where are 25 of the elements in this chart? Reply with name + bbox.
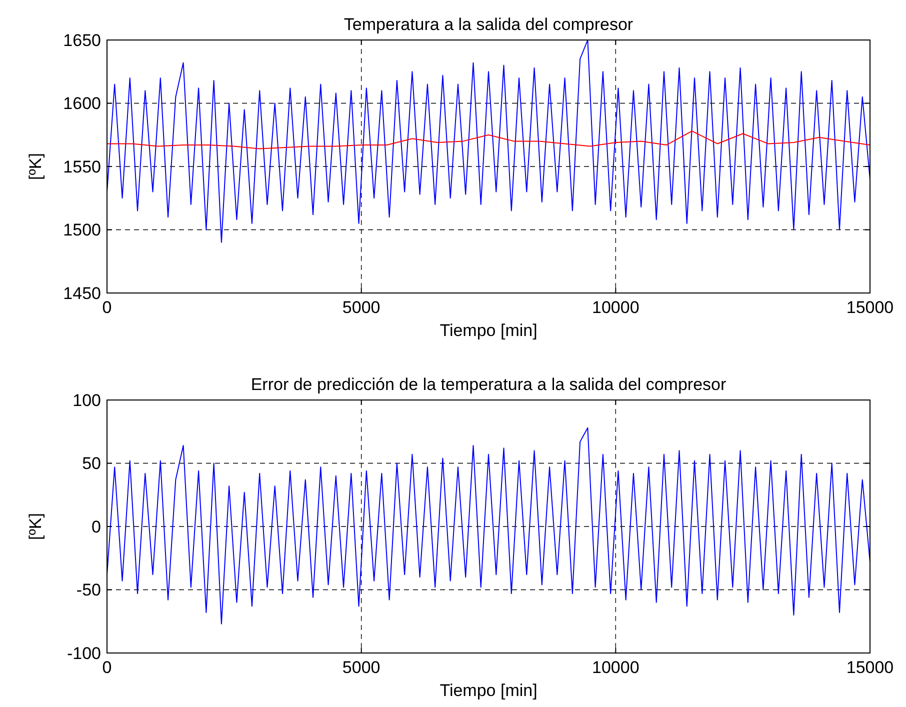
x-axis-title: Tiempo [min] [440, 681, 538, 700]
line-series [106, 427, 870, 624]
y-tick-label: 1600 [63, 94, 101, 114]
y-tick-label: 1450 [63, 284, 101, 303]
line-series [106, 130, 870, 150]
x-axis-title: Tiempo [min] [440, 321, 538, 340]
y-tick-label: 1500 [63, 220, 101, 240]
y-tick-label: -50 [76, 580, 101, 600]
y-tick-label: 50 [82, 454, 101, 474]
y-tick-label: 0 [92, 517, 101, 536]
x-tick-label: 5000 [342, 298, 380, 317]
y-tick-label: 100 [72, 390, 101, 410]
x-tick-label: 15000 [846, 298, 894, 317]
chart-title: Error de predicción de la temperatura a la salida del compresor [250, 375, 726, 394]
y-axis-title: [ºK] [26, 513, 45, 540]
y-tick-label: 1650 [63, 30, 101, 50]
y-axis-title: [ºK] [26, 153, 45, 180]
line-series [106, 40, 870, 243]
x-tick-label: 10000 [592, 658, 640, 677]
chart-title: Temperatura a la salida del compresor [344, 15, 634, 34]
x-tick-label: 5000 [342, 658, 380, 677]
y-tick-label: -100 [66, 644, 101, 663]
x-tick-label: 10000 [592, 298, 640, 317]
x-tick-label: 15000 [846, 658, 894, 677]
y-tick-label: 1550 [63, 157, 101, 176]
